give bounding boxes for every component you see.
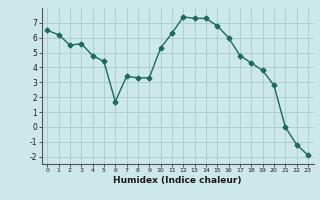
X-axis label: Humidex (Indice chaleur): Humidex (Indice chaleur)	[113, 176, 242, 185]
